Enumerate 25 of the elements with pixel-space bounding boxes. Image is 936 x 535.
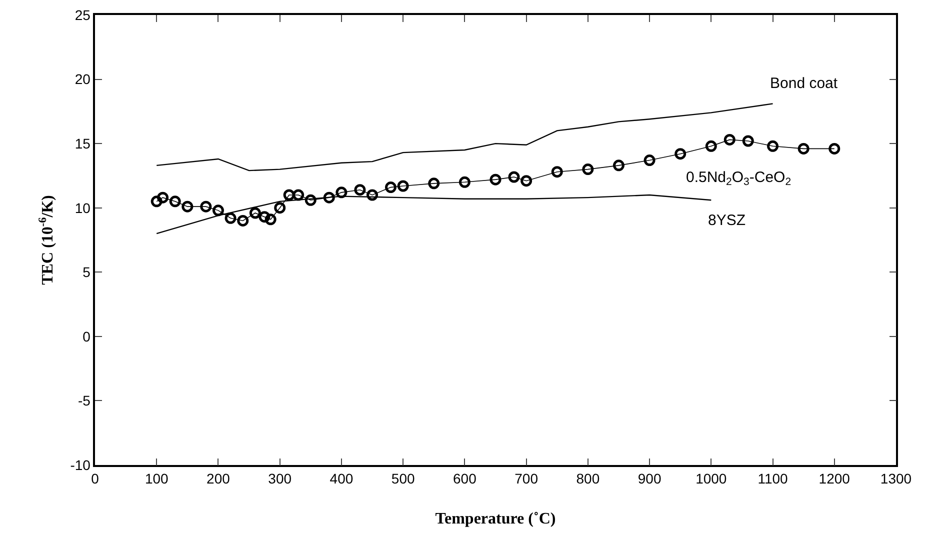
x-tick-label: 100 (144, 470, 169, 487)
y-tick-label: 20 (74, 71, 91, 88)
x-tick-label: 800 (576, 470, 600, 487)
y-tick-label: -5 (78, 392, 91, 409)
x-tick-label: 900 (638, 470, 662, 487)
y-tick-label: 15 (74, 135, 91, 152)
x-tick-label: 1300 (880, 470, 912, 487)
x-tick-label: 300 (268, 470, 292, 487)
x-axis-title: Temperature (˚C) (435, 510, 556, 528)
y-tick-label: -10 (70, 456, 91, 473)
x-tick-label: 1200 (818, 470, 850, 487)
x-tick-label: 600 (453, 470, 477, 487)
y-tick-label: 5 (82, 264, 91, 280)
x-tick-label: 200 (206, 470, 230, 487)
y-tick-label: 10 (74, 200, 91, 216)
series-label: Bond coat (770, 75, 838, 92)
series-label: 0.5Nd$_{2}$O$_{3}$-CeO$_{2}$ (686, 169, 792, 188)
x-tick-label: 1100 (758, 470, 788, 487)
y-tick-label: 0 (82, 328, 91, 344)
y-tick-label: 25 (74, 6, 91, 23)
x-tick-label: 500 (391, 470, 415, 487)
x-tick-label: 700 (514, 470, 538, 487)
series-label: 8YSZ (708, 212, 746, 229)
x-tick-label: 400 (330, 470, 354, 487)
x-tick-label: 1000 (696, 470, 727, 487)
